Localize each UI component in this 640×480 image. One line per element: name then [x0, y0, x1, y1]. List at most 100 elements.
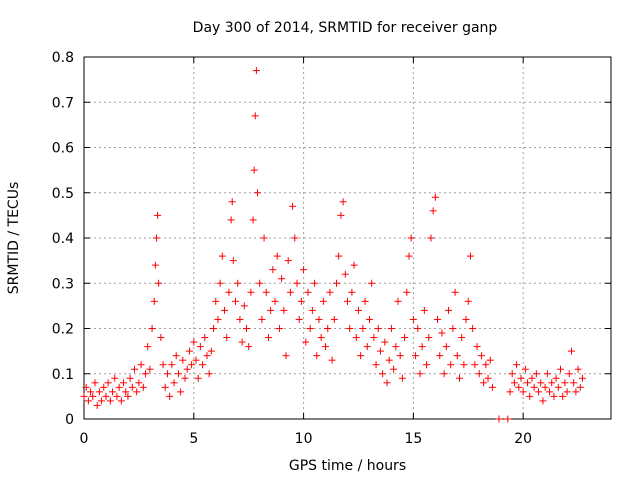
data-point	[250, 166, 258, 174]
data-point	[117, 397, 125, 405]
data-point	[271, 297, 279, 305]
data-point	[519, 388, 527, 396]
data-point	[252, 67, 260, 75]
data-point	[368, 279, 376, 287]
data-point	[561, 379, 569, 387]
data-point	[289, 202, 297, 210]
data-point	[102, 392, 110, 400]
data-point	[124, 392, 132, 400]
data-point	[111, 374, 119, 382]
data-point	[168, 361, 176, 369]
data-point	[451, 288, 459, 296]
data-point	[416, 370, 424, 378]
data-point	[295, 315, 303, 323]
y-tick-label: 0.6	[52, 141, 74, 157]
data-point	[563, 388, 571, 396]
data-point	[194, 374, 202, 382]
data-point	[449, 325, 457, 332]
data-point	[392, 343, 400, 351]
data-point	[567, 347, 575, 355]
data-point	[359, 325, 367, 332]
data-point	[139, 383, 147, 391]
data-point	[141, 370, 149, 378]
data-point	[376, 347, 384, 355]
data-point	[425, 334, 433, 342]
data-point	[155, 279, 163, 287]
data-point	[482, 361, 490, 369]
data-point	[458, 334, 466, 342]
data-point	[354, 306, 362, 314]
data-point	[418, 343, 426, 351]
data-point	[548, 379, 556, 387]
data-point	[570, 379, 578, 387]
data-point	[398, 374, 406, 382]
data-point	[578, 374, 586, 382]
data-point	[504, 415, 512, 423]
y-tick-label: 0.8	[52, 50, 74, 66]
data-point	[539, 397, 547, 405]
y-tick-label: 0.7	[52, 95, 74, 111]
y-tick-label: 0.4	[52, 231, 74, 247]
data-point	[550, 392, 558, 400]
data-point	[216, 279, 224, 287]
data-point	[245, 343, 253, 351]
data-point	[247, 288, 255, 296]
data-point	[524, 379, 532, 387]
data-point	[196, 343, 204, 351]
data-point	[495, 415, 503, 423]
data-point	[552, 374, 560, 382]
data-point	[379, 370, 387, 378]
data-point	[80, 392, 88, 400]
data-point	[513, 361, 521, 369]
data-point	[346, 325, 354, 332]
data-point	[106, 397, 114, 405]
data-point	[293, 279, 301, 287]
data-point	[291, 234, 299, 242]
data-point	[82, 383, 90, 391]
data-point	[284, 257, 292, 265]
data-point	[469, 325, 477, 332]
data-point	[556, 365, 564, 373]
data-point	[486, 356, 494, 364]
data-point	[177, 388, 185, 396]
data-point	[251, 112, 259, 120]
data-point	[350, 261, 358, 269]
y-tick-label: 0.3	[52, 276, 74, 292]
data-point	[480, 379, 488, 387]
data-point	[453, 352, 461, 360]
data-point	[151, 261, 159, 269]
data-point	[308, 306, 316, 314]
data-point	[383, 379, 391, 387]
data-point	[521, 365, 529, 373]
data-point	[207, 347, 215, 355]
data-point	[464, 297, 472, 305]
data-point	[541, 383, 549, 391]
data-point	[174, 370, 182, 378]
data-point	[517, 374, 525, 382]
data-point	[205, 370, 213, 378]
data-point	[225, 288, 233, 296]
data-point	[565, 370, 573, 378]
data-point	[537, 379, 545, 387]
data-point	[429, 207, 437, 215]
data-point	[179, 356, 187, 364]
data-point	[372, 361, 380, 369]
data-point	[113, 392, 121, 400]
chart-title: Day 300 of 2014, SRMTID for receiver gan…	[193, 20, 498, 36]
x-tick-label: 0	[80, 431, 89, 447]
y-axis-label: SRMTID / TECUs	[6, 182, 22, 295]
data-point	[506, 388, 514, 396]
data-point	[526, 392, 534, 400]
data-point	[249, 216, 257, 224]
data-point	[203, 352, 211, 360]
data-point	[315, 315, 323, 323]
data-point	[337, 211, 345, 219]
data-point	[322, 343, 330, 351]
data-point	[154, 211, 162, 219]
data-point	[455, 374, 463, 382]
x-tick-label: 10	[295, 431, 313, 447]
data-point	[258, 315, 266, 323]
y-tick-label: 0.2	[52, 322, 74, 338]
data-point	[280, 306, 288, 314]
data-point	[282, 352, 290, 360]
